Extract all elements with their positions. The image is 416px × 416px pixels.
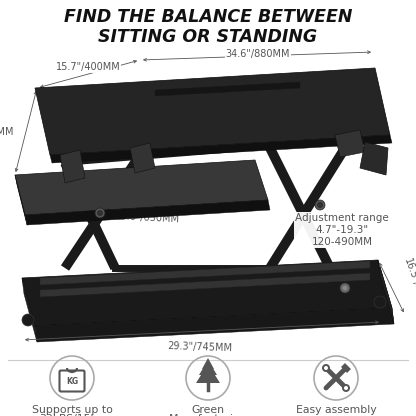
Polygon shape — [50, 135, 392, 163]
Text: SITTING OR STANDING: SITTING OR STANDING — [99, 28, 317, 46]
Polygon shape — [22, 260, 392, 326]
Polygon shape — [60, 150, 85, 183]
Polygon shape — [202, 358, 214, 369]
Polygon shape — [15, 160, 268, 215]
Polygon shape — [25, 200, 270, 225]
Text: Supports up to: Supports up to — [32, 405, 112, 415]
Circle shape — [340, 283, 350, 293]
Polygon shape — [22, 278, 37, 342]
Text: 15.7"/400MM: 15.7"/400MM — [56, 62, 120, 72]
Polygon shape — [35, 68, 390, 155]
Circle shape — [344, 386, 348, 390]
Polygon shape — [196, 364, 220, 383]
Circle shape — [322, 364, 330, 372]
Polygon shape — [335, 130, 365, 157]
Polygon shape — [378, 260, 394, 324]
Text: KG: KG — [66, 377, 78, 386]
Text: 33LBS/15kg: 33LBS/15kg — [40, 414, 104, 416]
Circle shape — [342, 384, 350, 392]
Circle shape — [95, 208, 105, 218]
Text: 29.3"/745MM: 29.3"/745MM — [167, 341, 233, 353]
Polygon shape — [35, 308, 394, 342]
Polygon shape — [155, 82, 300, 96]
Text: Green: Green — [191, 405, 225, 415]
Polygon shape — [40, 273, 370, 297]
Circle shape — [317, 203, 322, 208]
Text: 25.6"/650MM: 25.6"/650MM — [114, 211, 180, 225]
Circle shape — [324, 366, 328, 370]
Text: 34.6"/880MM: 34.6"/880MM — [226, 49, 290, 59]
Text: 16.5"/420MM: 16.5"/420MM — [402, 257, 416, 321]
Polygon shape — [199, 360, 217, 375]
Circle shape — [22, 314, 34, 326]
Text: 11.8"/300MM: 11.8"/300MM — [0, 127, 14, 137]
Text: Easy assembly: Easy assembly — [296, 405, 376, 415]
Circle shape — [342, 285, 347, 290]
Polygon shape — [360, 142, 388, 175]
Polygon shape — [40, 261, 370, 285]
Circle shape — [374, 296, 386, 308]
Circle shape — [315, 200, 325, 210]
Polygon shape — [130, 143, 155, 173]
Text: Adjustment range
4.7"-19.3"
120-490MM: Adjustment range 4.7"-19.3" 120-490MM — [295, 213, 389, 247]
Circle shape — [97, 210, 102, 215]
Polygon shape — [15, 175, 27, 225]
Text: Manufacturing: Manufacturing — [168, 414, 248, 416]
Text: FIND THE BALANCE BETWEEN: FIND THE BALANCE BETWEEN — [64, 8, 352, 26]
